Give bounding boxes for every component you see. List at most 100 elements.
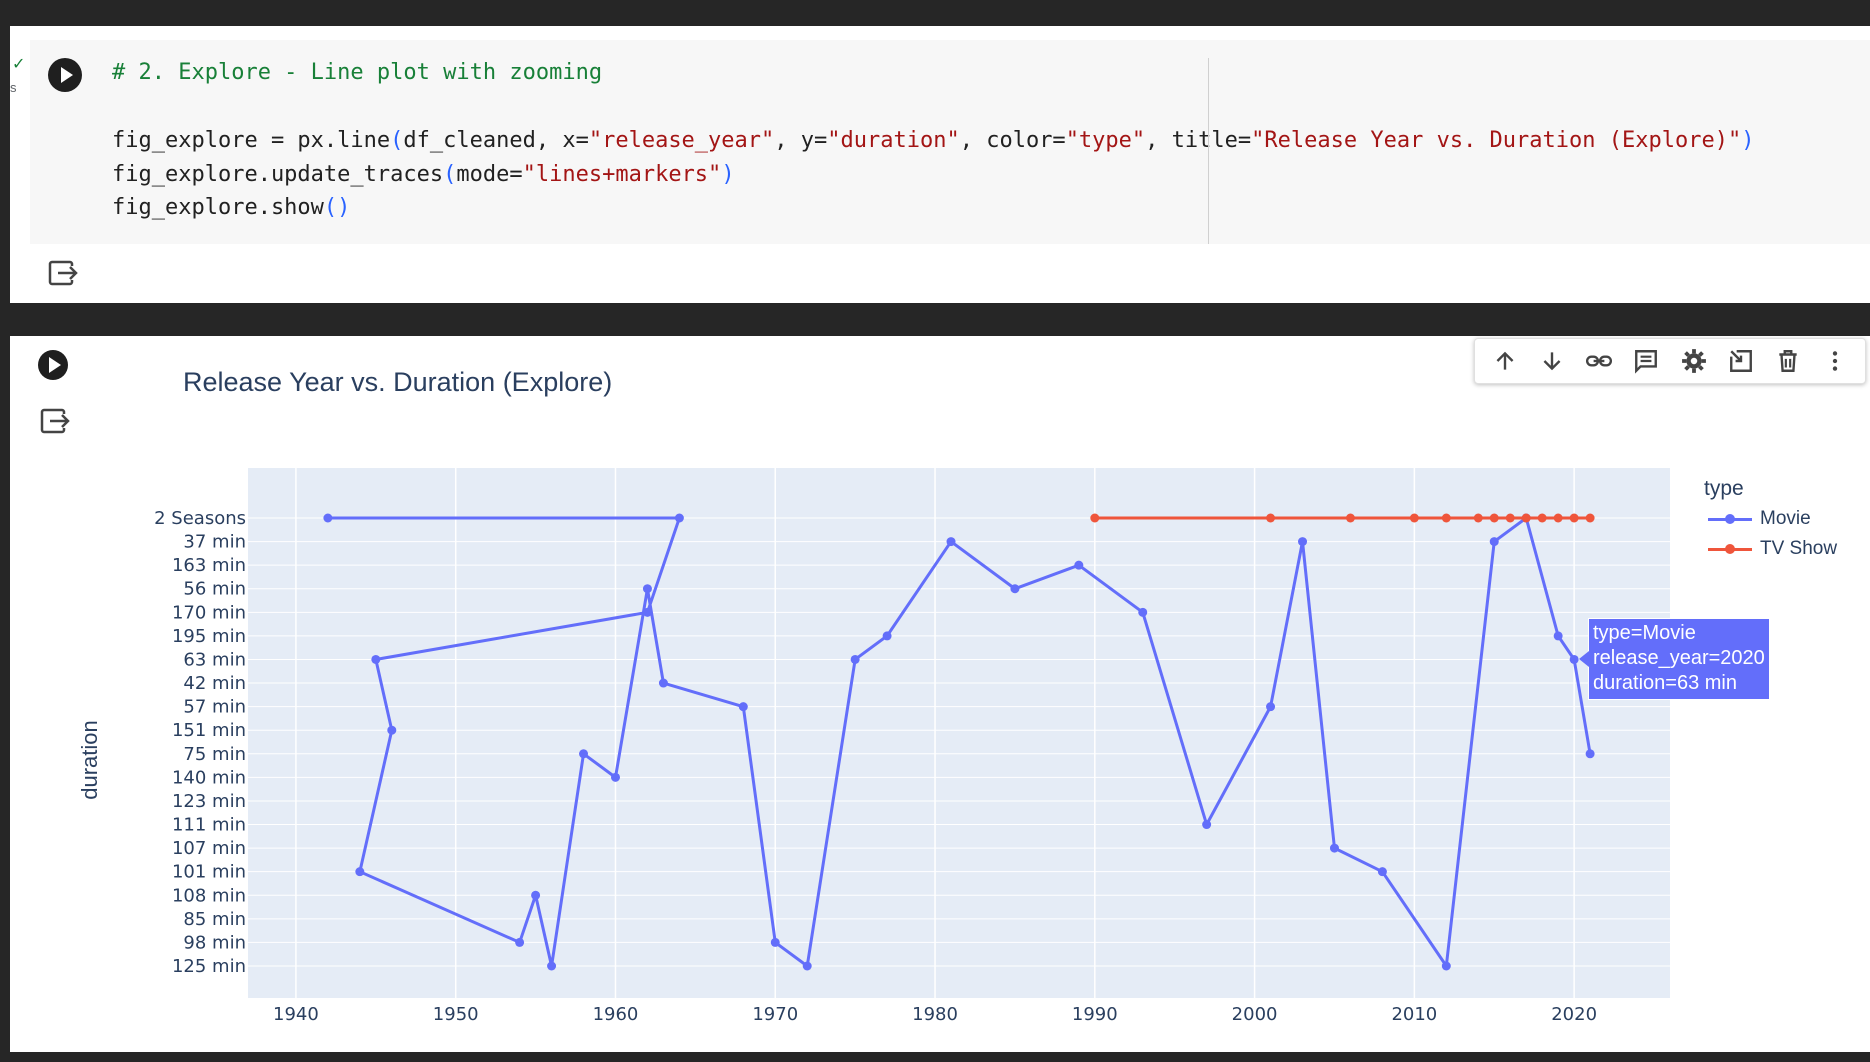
bottom-bar xyxy=(0,1052,1870,1062)
y-tick-label: 151 min xyxy=(172,720,246,741)
y-tick-label: 140 min xyxy=(172,767,246,788)
data-point xyxy=(1521,513,1531,523)
data-point xyxy=(674,513,684,523)
hover-tooltip: type=Movie release_year=2020 duration=63… xyxy=(1579,618,1770,700)
more-vert-icon[interactable] xyxy=(1820,346,1850,376)
data-point xyxy=(323,513,333,523)
data-point xyxy=(770,937,780,947)
code-ruler xyxy=(1208,58,1209,244)
data-point xyxy=(1090,513,1100,523)
y-tick-label: 98 min xyxy=(183,932,246,953)
tooltip-release-year: release_year=2020 xyxy=(1593,647,1765,669)
y-tick-label: 37 min xyxy=(183,532,246,553)
play-icon xyxy=(61,67,73,83)
arrow-down-icon[interactable] xyxy=(1537,346,1567,376)
cell-toolbar xyxy=(1474,338,1866,384)
data-point xyxy=(1585,749,1595,759)
data-point xyxy=(1489,513,1499,523)
cell-exec-time: s xyxy=(10,80,17,95)
y-tick-label: 63 min xyxy=(183,649,246,670)
y-tick-label: 101 min xyxy=(172,862,246,883)
tooltip-duration: duration=63 min xyxy=(1593,672,1737,694)
plot-area xyxy=(248,468,1670,998)
data-point xyxy=(1377,867,1387,877)
y-tick-label: 57 min xyxy=(183,697,246,718)
y-tick-label: 108 min xyxy=(172,885,246,906)
y-tick-label: 195 min xyxy=(172,626,246,647)
code-editor[interactable] xyxy=(30,40,1870,244)
chart-title: Release Year vs. Duration (Explore) xyxy=(183,367,613,397)
legend-item-tv-show[interactable]: TV Show xyxy=(1708,538,1837,560)
data-point xyxy=(1489,537,1499,547)
data-point xyxy=(658,678,668,688)
data-point xyxy=(1074,560,1084,570)
legend-label-tv-show: TV Show xyxy=(1760,538,1838,559)
trash-icon[interactable] xyxy=(1773,346,1803,376)
y-tick-label: 123 min xyxy=(172,791,246,812)
mirror-cell-icon[interactable] xyxy=(1726,346,1756,376)
y-tick-label: 107 min xyxy=(172,838,246,859)
cell-status-check: ✓ xyxy=(12,56,26,73)
output-toggle-icon[interactable] xyxy=(48,260,78,286)
data-point xyxy=(642,607,652,617)
data-point xyxy=(1409,513,1419,523)
data-point xyxy=(355,867,365,877)
data-point xyxy=(371,654,381,664)
data-point xyxy=(547,961,557,971)
code-line-2: fig_explore = px.line(df_cleaned, x="rel… xyxy=(112,128,1755,153)
data-point xyxy=(1569,654,1579,664)
run-cell-button[interactable] xyxy=(48,58,82,92)
data-point xyxy=(1553,513,1563,523)
x-tick-label: 2010 xyxy=(1391,1004,1437,1025)
tooltip-type: type=Movie xyxy=(1593,622,1696,644)
data-point xyxy=(738,702,748,712)
x-tick-label: 1940 xyxy=(273,1004,319,1025)
data-point xyxy=(1441,961,1451,971)
data-point xyxy=(1537,513,1547,523)
arrow-up-icon[interactable] xyxy=(1490,346,1520,376)
code-line-4: fig_explore.show() xyxy=(112,195,351,220)
x-tick-label: 1980 xyxy=(912,1004,958,1025)
data-point xyxy=(515,937,525,947)
data-point xyxy=(850,654,860,664)
output-toggle-icon-2[interactable] xyxy=(40,408,70,434)
data-point xyxy=(1202,820,1212,830)
y-tick-label: 111 min xyxy=(172,815,246,836)
x-tick-label: 1990 xyxy=(1072,1004,1118,1025)
y-tick-label: 85 min xyxy=(183,909,246,930)
legend-swatch-movie xyxy=(1708,514,1752,524)
data-point xyxy=(1266,702,1276,712)
x-tick-label: 1960 xyxy=(593,1004,639,1025)
legend-swatch-tv-show xyxy=(1708,544,1752,554)
data-point xyxy=(1553,631,1563,641)
data-point xyxy=(1585,513,1595,523)
data-point xyxy=(1345,513,1355,523)
data-point xyxy=(1329,843,1339,853)
gear-icon[interactable] xyxy=(1679,346,1709,376)
data-point xyxy=(531,890,541,900)
y-tick-label: 75 min xyxy=(183,744,246,765)
data-point xyxy=(882,631,892,641)
y-tick-label: 42 min xyxy=(183,673,246,694)
data-point xyxy=(1298,537,1308,547)
y-tick-label: 170 min xyxy=(172,602,246,623)
legend-title: type xyxy=(1704,477,1744,500)
play-icon-2 xyxy=(49,357,61,373)
data-point xyxy=(802,961,812,971)
data-point xyxy=(642,584,652,594)
data-point xyxy=(1266,513,1276,523)
x-tick-label: 1970 xyxy=(752,1004,798,1025)
comment-icon[interactable] xyxy=(1631,346,1661,376)
data-point xyxy=(1010,584,1020,594)
data-point xyxy=(387,725,397,735)
legend-item-movie[interactable]: Movie xyxy=(1708,508,1811,530)
data-point xyxy=(1569,513,1579,523)
code-line-1: # 2. Explore - Line plot with zooming xyxy=(112,60,603,85)
link-icon[interactable] xyxy=(1584,346,1614,376)
data-point xyxy=(946,537,956,547)
data-point xyxy=(1138,607,1148,617)
code-line-3: fig_explore.update_traces(mode="lines+ma… xyxy=(112,162,735,187)
run-cell-button-2[interactable] xyxy=(38,350,68,380)
y-tick-label: 125 min xyxy=(172,956,246,977)
